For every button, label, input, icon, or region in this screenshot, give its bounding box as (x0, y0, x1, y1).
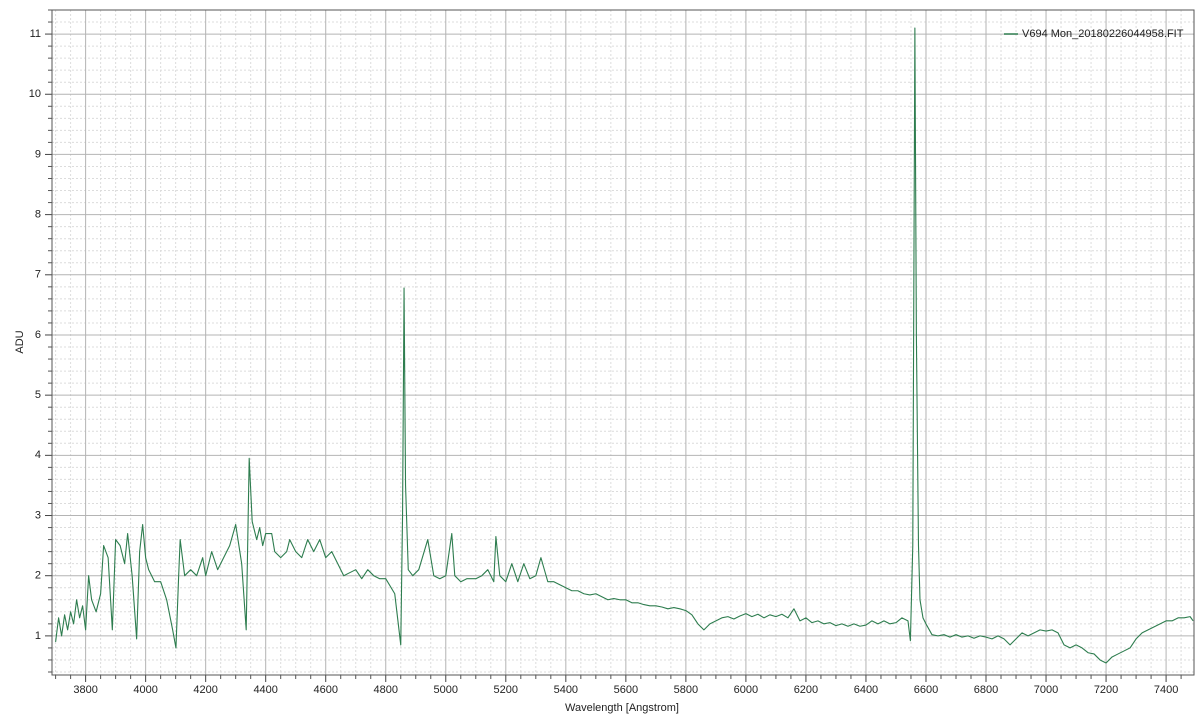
x-tick-label: 5400 (554, 684, 578, 696)
y-tick-label: 9 (35, 148, 41, 160)
y-tick-label: 1 (35, 630, 41, 642)
spectrum-line (55, 27, 1194, 664)
x-tick-label: 5200 (494, 684, 518, 696)
x-tick-label: 4600 (313, 684, 337, 696)
plot-frame (51, 9, 1195, 676)
y-tick-label: 5 (35, 389, 41, 401)
y-tick-label: 10 (29, 88, 41, 100)
y-tick-label: 4 (35, 449, 41, 461)
y-tick-label: 3 (35, 509, 41, 521)
y-tick-label: 8 (35, 209, 41, 221)
x-tick-label: 3800 (73, 684, 97, 696)
x-tick-label: 5000 (434, 684, 458, 696)
x-tick-label: 4400 (253, 684, 277, 696)
y-tick-label: 7 (35, 269, 41, 281)
x-tick-label: 7200 (1094, 684, 1118, 696)
x-tick-label: 6000 (734, 684, 758, 696)
legend-label: V694 Mon_20180226044958.FIT (1022, 28, 1184, 40)
x-tick-label: 7400 (1154, 684, 1178, 696)
y-tick-label: 11 (30, 28, 41, 40)
x-tick-label: 6600 (914, 684, 938, 696)
x-tick-label: 7000 (1034, 684, 1058, 696)
x-tick-label: 6800 (974, 684, 998, 696)
x-tick-label: 4800 (374, 684, 398, 696)
x-tick-label: 5600 (614, 684, 638, 696)
y-tick-label: 2 (35, 570, 41, 582)
x-tick-label: 4000 (133, 684, 157, 696)
x-tick-label: 6200 (794, 684, 818, 696)
x-tick-label: 6400 (854, 684, 878, 696)
y-axis-label: ADU (14, 330, 26, 353)
x-axis-label: Wavelength [Angstrom] (565, 702, 679, 714)
x-tick-label: 5800 (674, 684, 698, 696)
y-tick-label: 6 (35, 329, 41, 341)
x-tick-label: 4200 (193, 684, 217, 696)
